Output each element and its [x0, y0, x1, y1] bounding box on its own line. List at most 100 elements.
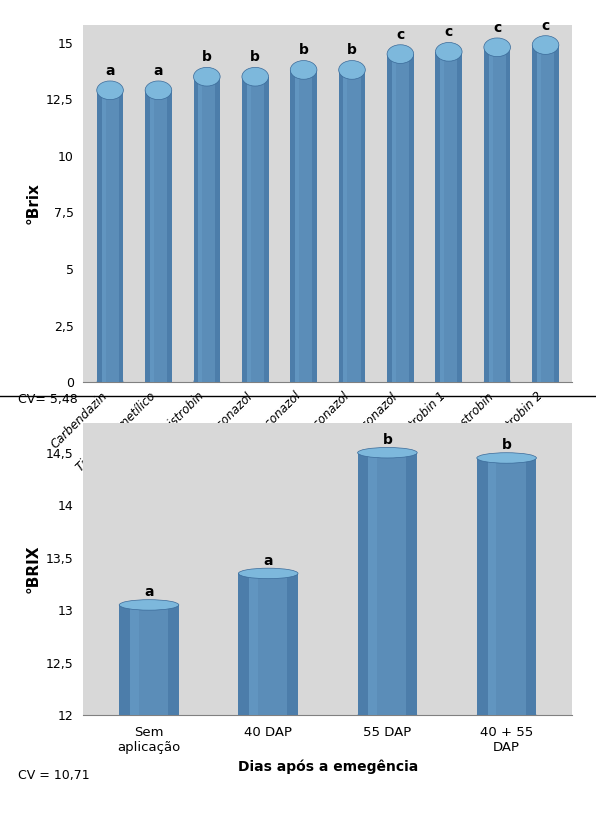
- FancyBboxPatch shape: [505, 48, 510, 382]
- FancyBboxPatch shape: [392, 54, 396, 382]
- FancyBboxPatch shape: [168, 605, 179, 715]
- FancyBboxPatch shape: [477, 458, 488, 715]
- FancyBboxPatch shape: [97, 90, 123, 382]
- FancyBboxPatch shape: [489, 48, 493, 382]
- FancyBboxPatch shape: [247, 76, 251, 382]
- Text: c: c: [541, 19, 550, 33]
- FancyBboxPatch shape: [436, 52, 462, 382]
- Ellipse shape: [238, 568, 298, 579]
- FancyBboxPatch shape: [457, 52, 462, 382]
- Text: b: b: [202, 50, 212, 64]
- FancyBboxPatch shape: [339, 70, 343, 382]
- FancyBboxPatch shape: [145, 90, 172, 382]
- Ellipse shape: [532, 373, 559, 391]
- Text: a: a: [105, 64, 115, 78]
- Ellipse shape: [339, 373, 365, 391]
- Text: a: a: [154, 64, 163, 78]
- FancyBboxPatch shape: [238, 574, 249, 715]
- Ellipse shape: [290, 61, 317, 79]
- Ellipse shape: [339, 61, 365, 79]
- Text: b: b: [299, 44, 309, 58]
- Ellipse shape: [242, 373, 269, 391]
- Text: b: b: [347, 44, 357, 58]
- Ellipse shape: [242, 67, 269, 86]
- Text: c: c: [493, 21, 501, 35]
- Ellipse shape: [119, 600, 179, 610]
- Ellipse shape: [97, 373, 123, 391]
- FancyBboxPatch shape: [287, 574, 298, 715]
- FancyBboxPatch shape: [145, 90, 150, 382]
- Text: c: c: [445, 25, 453, 39]
- Ellipse shape: [358, 710, 417, 720]
- FancyBboxPatch shape: [130, 605, 139, 715]
- Ellipse shape: [436, 373, 462, 391]
- FancyBboxPatch shape: [119, 90, 123, 382]
- Ellipse shape: [194, 67, 220, 86]
- FancyBboxPatch shape: [290, 70, 295, 382]
- FancyBboxPatch shape: [215, 76, 220, 382]
- Ellipse shape: [484, 38, 510, 57]
- FancyBboxPatch shape: [387, 54, 392, 382]
- FancyBboxPatch shape: [526, 458, 536, 715]
- FancyBboxPatch shape: [101, 90, 105, 382]
- FancyBboxPatch shape: [119, 605, 130, 715]
- FancyBboxPatch shape: [440, 52, 444, 382]
- FancyBboxPatch shape: [119, 605, 179, 715]
- FancyBboxPatch shape: [361, 70, 365, 382]
- Text: a: a: [263, 554, 273, 568]
- Ellipse shape: [387, 44, 414, 63]
- FancyBboxPatch shape: [387, 54, 414, 382]
- FancyBboxPatch shape: [477, 458, 536, 715]
- FancyBboxPatch shape: [532, 45, 559, 382]
- Ellipse shape: [194, 373, 220, 391]
- FancyBboxPatch shape: [537, 45, 541, 382]
- Ellipse shape: [119, 710, 179, 720]
- FancyBboxPatch shape: [339, 70, 365, 382]
- Ellipse shape: [97, 81, 123, 99]
- FancyBboxPatch shape: [436, 52, 440, 382]
- Text: b: b: [502, 438, 511, 452]
- FancyBboxPatch shape: [167, 90, 172, 382]
- Ellipse shape: [436, 43, 462, 61]
- Ellipse shape: [238, 710, 298, 720]
- Ellipse shape: [358, 447, 417, 458]
- X-axis label: Dias após a emegência: Dias após a emegência: [238, 759, 418, 774]
- Ellipse shape: [145, 81, 172, 99]
- Ellipse shape: [145, 373, 172, 391]
- Text: CV= 5,48: CV= 5,48: [18, 393, 77, 406]
- Text: c: c: [396, 28, 405, 42]
- FancyBboxPatch shape: [97, 90, 101, 382]
- FancyBboxPatch shape: [312, 70, 317, 382]
- Ellipse shape: [477, 453, 536, 464]
- Ellipse shape: [290, 373, 317, 391]
- FancyBboxPatch shape: [358, 453, 368, 715]
- FancyBboxPatch shape: [532, 45, 537, 382]
- Y-axis label: °Brix: °Brix: [26, 182, 41, 224]
- Text: a: a: [144, 585, 154, 599]
- FancyBboxPatch shape: [150, 90, 154, 382]
- Text: CV = 10,71: CV = 10,71: [18, 769, 89, 782]
- FancyBboxPatch shape: [406, 453, 417, 715]
- Text: b: b: [250, 50, 260, 64]
- Ellipse shape: [532, 35, 559, 54]
- FancyBboxPatch shape: [194, 76, 220, 382]
- Y-axis label: °BRIX: °BRIX: [26, 545, 41, 593]
- FancyBboxPatch shape: [264, 76, 269, 382]
- FancyBboxPatch shape: [484, 48, 510, 382]
- FancyBboxPatch shape: [488, 458, 496, 715]
- FancyBboxPatch shape: [295, 70, 299, 382]
- FancyBboxPatch shape: [238, 574, 298, 715]
- Text: b: b: [383, 433, 392, 447]
- FancyBboxPatch shape: [249, 574, 258, 715]
- FancyBboxPatch shape: [198, 76, 202, 382]
- FancyBboxPatch shape: [368, 453, 377, 715]
- FancyBboxPatch shape: [343, 70, 347, 382]
- FancyBboxPatch shape: [290, 70, 317, 382]
- FancyBboxPatch shape: [358, 453, 417, 715]
- Ellipse shape: [477, 710, 536, 720]
- FancyBboxPatch shape: [242, 76, 269, 382]
- FancyBboxPatch shape: [242, 76, 247, 382]
- FancyBboxPatch shape: [409, 54, 414, 382]
- Ellipse shape: [484, 373, 510, 391]
- FancyBboxPatch shape: [484, 48, 489, 382]
